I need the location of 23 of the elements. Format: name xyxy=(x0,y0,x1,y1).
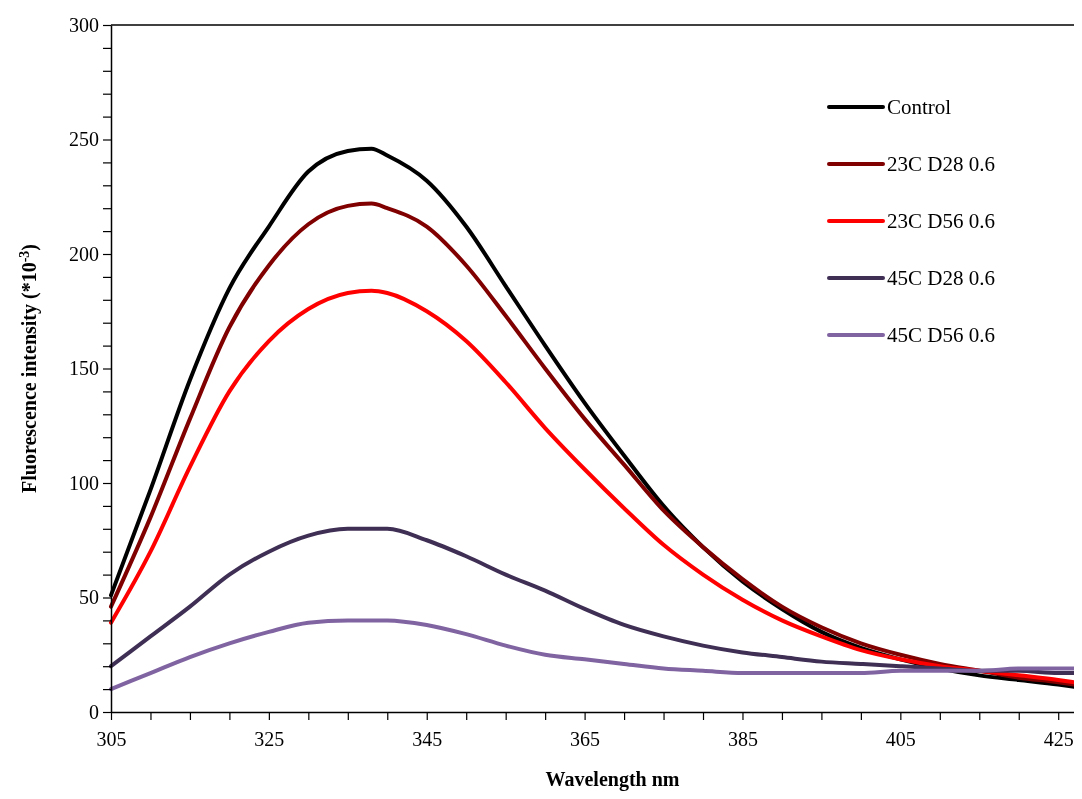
x-tick-label: 305 xyxy=(96,728,127,751)
x-axis-title: Wavelength nm xyxy=(545,768,680,791)
x-tick-label: 405 xyxy=(885,728,916,751)
line-series xyxy=(109,288,1074,685)
line-series xyxy=(109,618,1074,692)
x-tick-label: 425 xyxy=(1043,728,1074,751)
x-tick-label: 345 xyxy=(412,728,443,751)
x-tick-label: 365 xyxy=(570,728,601,751)
y-tick-label: 0 xyxy=(89,700,99,723)
legend-label: 45C D56 0.6 xyxy=(887,323,995,348)
line-series xyxy=(109,526,1074,676)
y-tick-label: 150 xyxy=(69,357,99,380)
legend-label: Control xyxy=(887,95,952,120)
legend-label: 45C D28 0.6 xyxy=(887,266,995,291)
y-tick-label: 100 xyxy=(69,471,99,494)
legend-label: 23C D56 0.6 xyxy=(887,209,995,234)
legend-label: 23C D28 0.6 xyxy=(887,152,995,177)
y-tick-label: 300 xyxy=(69,13,99,36)
y-tick-label: 50 xyxy=(79,586,99,609)
y-tick-label: 250 xyxy=(69,128,99,151)
x-tick-label: 385 xyxy=(727,728,758,751)
y-tick-label: 200 xyxy=(69,242,99,265)
x-tick-label: 325 xyxy=(254,728,285,751)
